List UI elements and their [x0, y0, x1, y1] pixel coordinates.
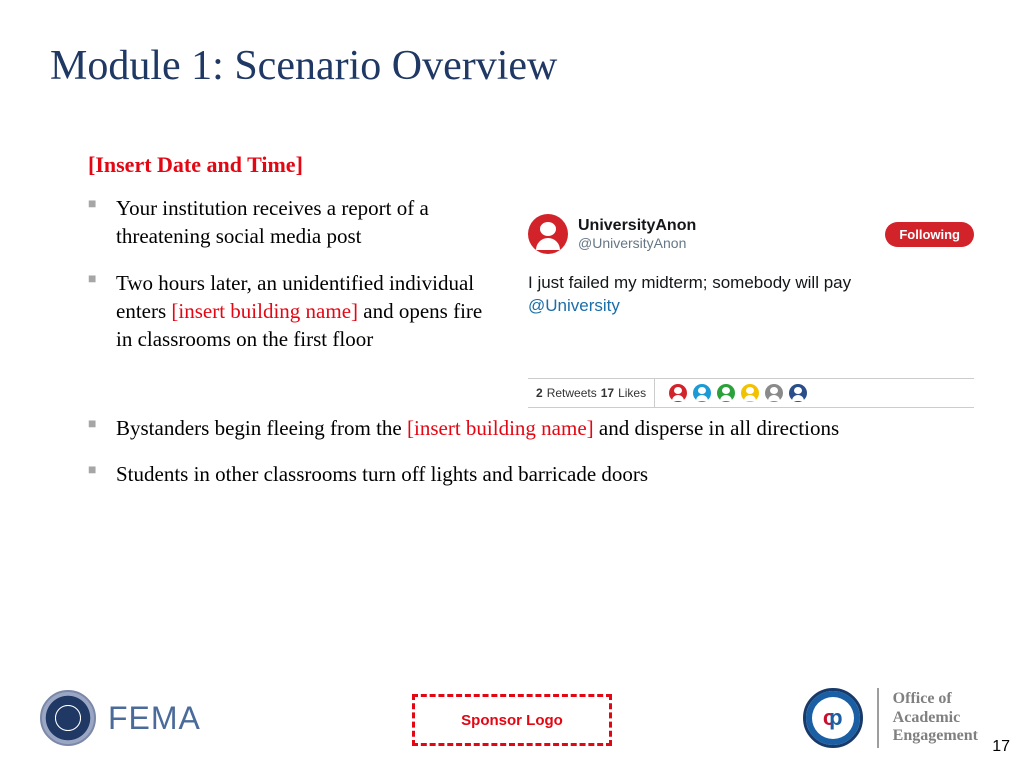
tweet-liker-avatars: [654, 379, 807, 407]
bullet-text-post: and disperse in all directions: [594, 416, 840, 440]
fema-logo: FEMA: [40, 690, 201, 746]
right-logo-group: cp Office of Academic Engagement: [803, 688, 978, 748]
bullet-list-full: Bystanders begin fleeing from the [inser…: [88, 414, 974, 489]
tweet-stats-bar: 2 Retweets 17 Likes: [528, 378, 974, 408]
like-count: 17: [601, 386, 614, 400]
retweet-label: Retweets: [547, 386, 597, 400]
liker-avatar-icon: [741, 384, 759, 402]
tweet-header: UniversityAnon @UniversityAnon Following: [528, 214, 974, 254]
content-area: [Insert Date and Time] Your institution …: [88, 152, 974, 507]
tweet-card: UniversityAnon @UniversityAnon Following…: [528, 214, 974, 408]
liker-avatar-icon: [669, 384, 687, 402]
tweet-avatar-icon: [528, 214, 568, 254]
tweet-mention[interactable]: @University: [528, 296, 620, 315]
liker-avatar-icon: [765, 384, 783, 402]
following-badge[interactable]: Following: [885, 222, 974, 247]
placeholder-date-time: [Insert Date and Time]: [88, 152, 974, 178]
like-label: Likes: [618, 386, 646, 400]
tweet-body: I just failed my midterm; somebody will …: [528, 272, 974, 318]
bullet-text: Students in other classrooms turn off li…: [116, 462, 648, 486]
bullet-text: Your institution receives a report of a …: [116, 196, 429, 248]
office-line: Office of: [893, 690, 978, 708]
bullet-item: Bystanders begin fleeing from the [inser…: [88, 414, 974, 442]
bullet-text-pre: Bystanders begin fleeing from the: [116, 416, 407, 440]
bullet-item: Two hours later, an unidentified individ…: [88, 269, 498, 354]
tweet-stats-text: 2 Retweets 17 Likes: [528, 386, 654, 400]
slide-title: Module 1: Scenario Overview: [50, 42, 557, 90]
tweet-display-name: UniversityAnon: [578, 217, 696, 235]
placeholder-building: [insert building name]: [407, 416, 594, 440]
bullet-item: Your institution receives a report of a …: [88, 194, 498, 251]
placeholder-building: [insert building name]: [171, 299, 358, 323]
two-column-wrap: Your institution receives a report of a …: [88, 194, 974, 408]
campus-resilience-seal-icon: cp: [803, 688, 863, 748]
tweet-identity: UniversityAnon @UniversityAnon: [578, 217, 696, 251]
slide-footer: FEMA Sponsor Logo cp Office of Academic …: [0, 678, 1024, 768]
tweet-handle: @UniversityAnon: [578, 235, 696, 251]
office-of-academic-engagement: Office of Academic Engagement: [893, 690, 978, 745]
office-line: Academic: [893, 709, 978, 727]
retweet-count: 2: [536, 386, 543, 400]
right-column: UniversityAnon @UniversityAnon Following…: [528, 194, 974, 408]
fema-wordmark: FEMA: [108, 700, 201, 737]
sponsor-logo-placeholder: Sponsor Logo: [412, 694, 612, 746]
left-column: Your institution receives a report of a …: [88, 194, 498, 408]
dhs-seal-icon: [40, 690, 96, 746]
liker-avatar-icon: [789, 384, 807, 402]
bullet-list-left: Your institution receives a report of a …: [88, 194, 498, 354]
liker-avatar-icon: [693, 384, 711, 402]
liker-avatar-icon: [717, 384, 735, 402]
bullet-item: Students in other classrooms turn off li…: [88, 460, 974, 488]
office-line: Engagement: [893, 727, 978, 745]
page-number: 17: [992, 738, 1010, 756]
tweet-text: I just failed my midterm; somebody will …: [528, 273, 851, 292]
logo-divider: [877, 688, 879, 748]
